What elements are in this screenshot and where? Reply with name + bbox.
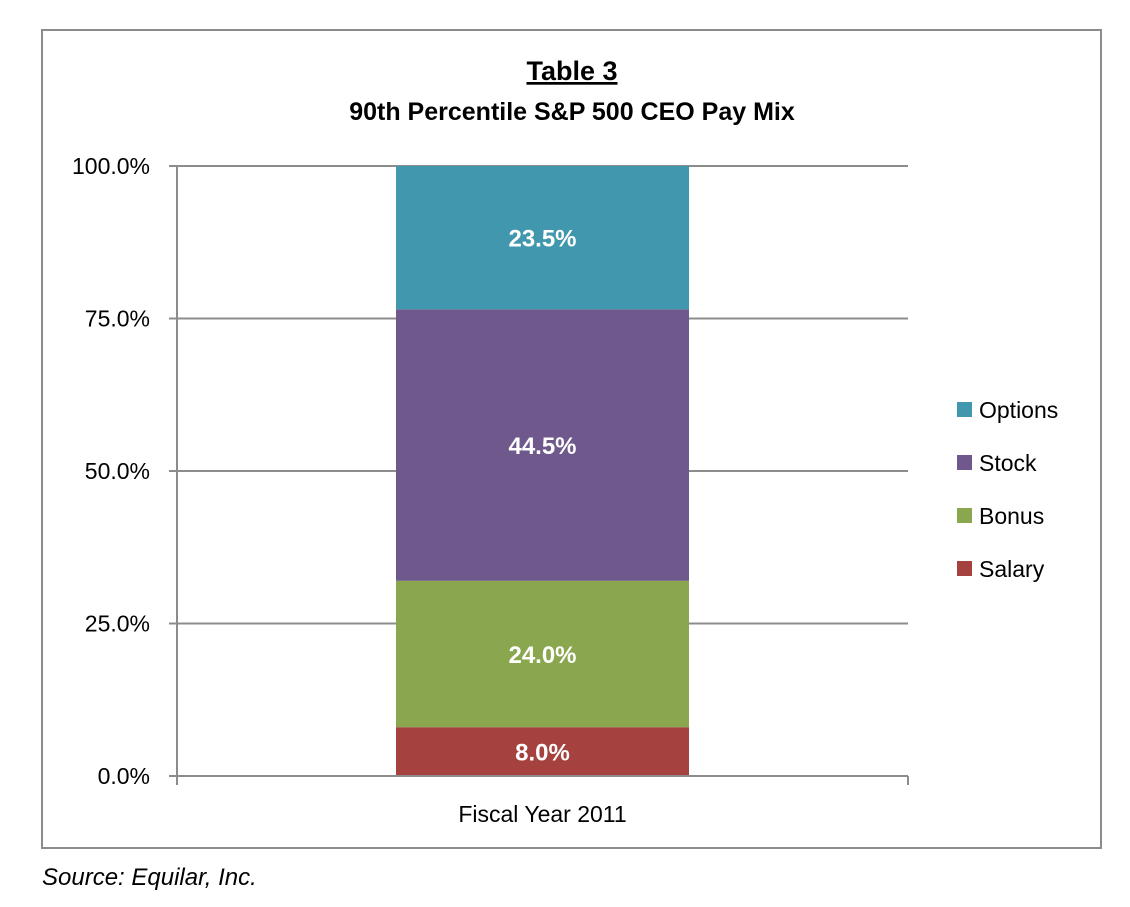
legend-swatch bbox=[957, 508, 972, 523]
bar-segment-bonus bbox=[396, 580, 689, 728]
y-tick-label: 75.0% bbox=[85, 306, 150, 332]
y-tick-label: 25.0% bbox=[85, 611, 150, 637]
x-category-label: Fiscal Year 2011 bbox=[458, 801, 626, 827]
bar-segment-stock bbox=[396, 309, 689, 581]
x-axis-categories: Fiscal Year 2011 bbox=[458, 801, 626, 827]
bar-segments bbox=[396, 166, 689, 776]
legend-swatch bbox=[957, 561, 972, 576]
legend-item-salary: Salary bbox=[957, 556, 1045, 582]
data-label-bonus: 24.0% bbox=[508, 642, 576, 669]
legend: Options Stock Bonus Salary bbox=[957, 397, 1058, 582]
chart-title: Table 3 bbox=[526, 56, 617, 86]
bar-segment-salary bbox=[396, 727, 689, 776]
legend-item-bonus: Bonus bbox=[957, 503, 1044, 529]
axes bbox=[176, 166, 909, 785]
data-label-options: 23.5% bbox=[508, 226, 576, 253]
legend-item-options: Options bbox=[957, 397, 1058, 423]
y-tick-label: 100.0% bbox=[72, 153, 150, 179]
legend-swatch bbox=[957, 455, 972, 470]
y-axis-ticks: 0.0% 25.0% 50.0% 75.0% 100.0% bbox=[72, 153, 177, 789]
chart-subtitle: 90th Percentile S&P 500 CEO Pay Mix bbox=[349, 98, 795, 126]
legend-item-stock: Stock bbox=[957, 450, 1037, 476]
data-label-stock: 44.5% bbox=[508, 433, 576, 460]
y-tick-label: 50.0% bbox=[85, 458, 150, 484]
y-tick-label: 0.0% bbox=[98, 763, 150, 789]
legend-label: Stock bbox=[979, 450, 1037, 476]
bar-segment-options bbox=[396, 166, 689, 310]
legend-swatch bbox=[957, 402, 972, 417]
source-note: Source: Equilar, Inc. bbox=[42, 864, 257, 891]
data-label-salary: 8.0% bbox=[515, 740, 570, 767]
legend-label: Options bbox=[979, 397, 1058, 423]
legend-label: Salary bbox=[979, 556, 1045, 582]
data-labels: 8.0% 24.0% 44.5% 23.5% bbox=[508, 226, 576, 767]
legend-label: Bonus bbox=[979, 503, 1044, 529]
